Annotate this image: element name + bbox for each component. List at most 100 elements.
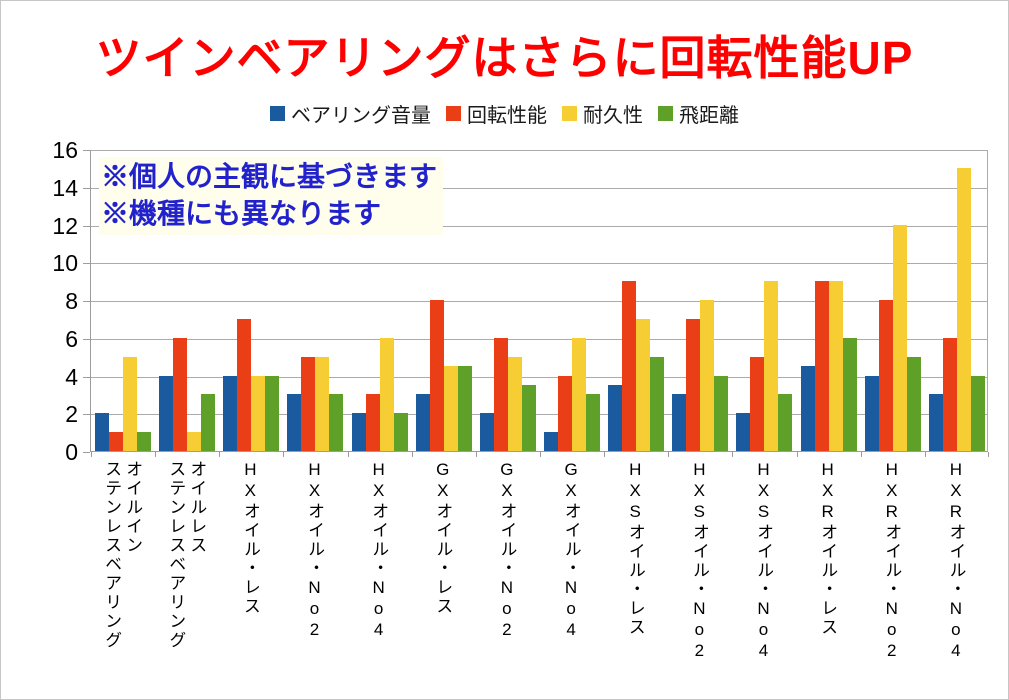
gridline	[91, 150, 987, 151]
bar-group	[925, 150, 989, 451]
bar-飛距離	[906, 356, 921, 451]
y-axis-labels: 0 2 4 6 8 10 12 14 16	[0, 138, 78, 464]
y-axis-label: 8	[65, 288, 78, 314]
bar-回転性能	[109, 432, 124, 451]
bar-group	[540, 150, 604, 451]
gridline	[91, 225, 987, 227]
y-axis-tick	[83, 414, 90, 416]
legend-swatch-icon	[658, 106, 673, 121]
x-axis-label: GXオイル・レス	[411, 460, 475, 698]
bar-ベアリング音量	[608, 384, 623, 451]
bar-回転性能	[558, 375, 573, 451]
bar-ベアリング音量	[928, 394, 943, 451]
bar-ベアリング音量	[223, 375, 238, 451]
bar-飛距離	[457, 366, 472, 451]
y-axis-tick	[83, 225, 90, 227]
x-axis-tick	[540, 452, 541, 457]
y-axis-tick	[83, 263, 90, 265]
y-axis-label: 4	[65, 363, 78, 390]
y-axis-tick	[83, 187, 90, 189]
x-axis-label-text: HXSオイル・No2	[689, 460, 709, 662]
x-axis-label-text: HXSオイル・No4	[753, 460, 773, 662]
gridline	[91, 301, 987, 302]
bar-回転性能	[878, 300, 893, 451]
x-axis-tick	[668, 452, 670, 457]
x-axis-label: HXオイル・No2	[282, 460, 346, 698]
bar-ベアリング音量	[864, 375, 879, 451]
bar-飛距離	[650, 356, 665, 451]
x-axis-label: HXSオイル・レス	[603, 460, 667, 698]
bar-group	[797, 150, 861, 451]
y-axis-label: 0	[65, 439, 78, 465]
bar-ベアリング音量	[95, 413, 110, 451]
y-axis-label: 2	[65, 401, 78, 428]
legend: ベアリング音量 回転性能 耐久性 飛距離	[0, 99, 1009, 128]
y-axis-tick	[83, 452, 90, 453]
bar-耐久性	[764, 281, 779, 451]
bar-回転性能	[429, 300, 444, 451]
legend-label: 耐久性	[583, 105, 643, 127]
bar-回転性能	[493, 337, 508, 451]
bar-耐久性	[892, 224, 907, 451]
bar-group	[91, 150, 155, 451]
bar-飛距離	[521, 384, 536, 451]
bar-耐久性	[507, 356, 522, 451]
bar-group	[668, 150, 732, 451]
y-axis-label: 14	[52, 174, 78, 201]
bar-group	[732, 150, 796, 451]
x-axis-tick	[796, 452, 798, 457]
bar-回転性能	[686, 318, 701, 451]
annotation-box: ※個人の主観に基づきます ※機種にも異なります	[99, 157, 444, 235]
x-axis-label: HXRオイル・No4	[924, 460, 988, 698]
x-axis-label-text: HXオイル・No2	[304, 460, 324, 641]
gridline	[91, 338, 987, 340]
bar-group	[604, 150, 668, 451]
legend-label: ベアリング音量	[291, 105, 431, 127]
bar-group	[155, 150, 219, 451]
bar-耐久性	[123, 356, 138, 451]
x-axis-tick	[604, 452, 606, 457]
x-axis-label-text: HXオイル・No4	[369, 460, 389, 641]
bar-飛距離	[137, 432, 152, 451]
bar-飛距離	[201, 394, 216, 451]
bar-耐久性	[443, 366, 458, 451]
x-axis-tick	[924, 452, 926, 457]
bar-ベアリング音量	[415, 394, 430, 451]
x-axis-tick	[91, 452, 92, 457]
bar-回転性能	[750, 356, 765, 451]
bar-飛距離	[393, 413, 408, 451]
legend-item: ベアリング音量	[270, 99, 431, 128]
bar-回転性能	[814, 281, 829, 451]
bar-耐久性	[828, 281, 843, 451]
y-axis-label: 10	[52, 250, 78, 277]
x-axis-label-text: GXオイル・レス	[433, 460, 453, 616]
gridline	[91, 263, 987, 265]
y-axis-tick	[83, 376, 90, 378]
y-axis-label: 6	[65, 325, 78, 352]
y-axis-tick	[83, 150, 90, 151]
bar-ベアリング音量	[351, 413, 366, 451]
bar-飛距離	[842, 337, 857, 451]
legend-swatch-icon	[562, 106, 577, 121]
bar-耐久性	[700, 300, 715, 451]
x-axis-label: GXオイル・No4	[539, 460, 603, 698]
x-axis-tick	[475, 452, 477, 457]
bar-ベアリング音量	[672, 394, 687, 451]
bar-耐久性	[572, 337, 587, 451]
legend-item: 飛距離	[658, 99, 739, 128]
bar-group	[861, 150, 925, 451]
bar-回転性能	[237, 318, 252, 451]
bar-耐久性	[636, 318, 651, 451]
bar-回転性能	[173, 337, 188, 451]
x-axis-label-text: HXオイル・レス	[240, 460, 260, 616]
legend-item: 耐久性	[562, 99, 643, 128]
annotation-line-2: ※機種にも異なります	[101, 198, 382, 229]
x-axis-label-text: GXオイル・No4	[561, 460, 581, 641]
bar-group	[219, 150, 283, 451]
x-axis-label: HXSオイル・No4	[731, 460, 795, 698]
bar-回転性能	[942, 337, 957, 451]
gridline	[91, 187, 987, 189]
bar-飛距離	[970, 375, 985, 451]
bar-耐久性	[379, 337, 394, 451]
